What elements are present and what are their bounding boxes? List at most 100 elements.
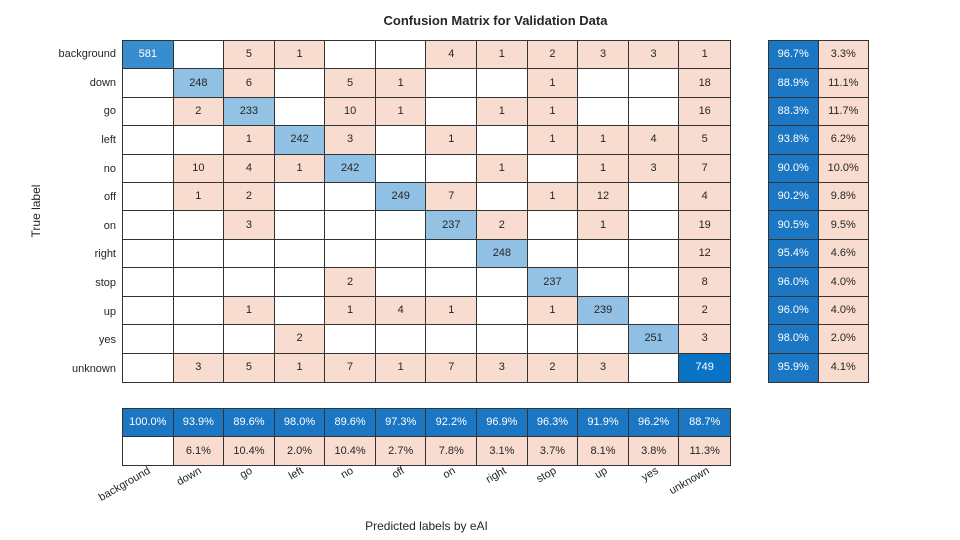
matrix-cell-down-on <box>426 69 478 98</box>
matrix-cell-go-off: 1 <box>375 97 427 127</box>
matrix-cell-on-go: 3 <box>224 211 275 240</box>
matrix-cell-on-on: 237 <box>426 211 478 240</box>
matrix-cell-off-on: 7 <box>426 183 478 212</box>
matrix-cell-down-right <box>477 69 528 98</box>
matrix-cell-down-down: 248 <box>173 69 225 98</box>
matrix-cell-up-up: 239 <box>578 296 629 326</box>
matrix-cell-unknown-go: 5 <box>224 353 275 382</box>
y-tick-off: off <box>103 191 116 204</box>
column-summary-correct-go: 89.6% <box>224 409 275 437</box>
matrix-cell-up-stop: 1 <box>527 296 579 326</box>
matrix-cell-left-stop: 1 <box>527 126 579 155</box>
matrix-cell-right-left <box>274 239 326 269</box>
row-summary-correct-down: 88.9% <box>769 69 819 98</box>
matrix-cell-up-right <box>477 296 528 326</box>
matrix-cell-left-up: 1 <box>578 126 629 155</box>
matrix-cell-up-unknown: 2 <box>679 296 730 326</box>
matrix-cell-off-down: 1 <box>173 183 225 212</box>
row-summary-incorrect-down: 11.1% <box>818 69 868 98</box>
matrix-cell-unknown-unknown: 749 <box>679 353 730 382</box>
column-summary-incorrect-right: 3.1% <box>477 437 528 465</box>
matrix-cell-stop-on <box>426 268 478 297</box>
matrix-cell-down-no: 5 <box>325 69 376 98</box>
matrix-cell-unknown-left: 1 <box>274 353 326 382</box>
matrix-cell-down-background <box>123 69 174 98</box>
column-summary-correct-down: 93.9% <box>173 409 225 437</box>
matrix-cell-background-left: 1 <box>274 41 326 70</box>
matrix-cell-no-off <box>375 154 427 184</box>
matrix-cell-right-right: 248 <box>477 239 528 269</box>
matrix-cell-off-go: 2 <box>224 183 275 212</box>
matrix-cell-yes-background <box>123 325 174 354</box>
matrix-cell-off-no <box>325 183 376 212</box>
matrix-cell-up-down <box>173 296 225 326</box>
column-summary-incorrect-on: 7.8% <box>426 437 478 465</box>
matrix-cell-off-left <box>274 183 326 212</box>
matrix-cell-off-off: 249 <box>375 183 427 212</box>
column-summary-correct-background: 100.0% <box>123 409 174 437</box>
row-summary-incorrect-off: 9.8% <box>818 183 868 212</box>
matrix-cell-stop-right <box>477 268 528 297</box>
matrix-cell-up-go: 1 <box>224 296 275 326</box>
matrix-cell-on-no <box>325 211 376 240</box>
matrix-cell-down-go: 6 <box>224 69 275 98</box>
matrix-cell-go-left <box>274 97 326 127</box>
column-summary-incorrect-no: 10.4% <box>325 437 376 465</box>
y-tick-no: no <box>103 162 116 175</box>
matrix-cell-background-yes: 3 <box>628 41 680 70</box>
column-summary-incorrect-yes: 3.8% <box>628 437 680 465</box>
matrix-cell-no-yes: 3 <box>628 154 680 184</box>
matrix-cell-up-no: 1 <box>325 296 376 326</box>
matrix-cell-up-background <box>123 296 174 326</box>
matrix-cell-no-no: 242 <box>325 154 376 184</box>
matrix-cell-off-up: 12 <box>578 183 629 212</box>
matrix-cell-stop-yes <box>628 268 680 297</box>
matrix-cell-unknown-on: 7 <box>426 353 478 382</box>
matrix-cell-no-right: 1 <box>477 154 528 184</box>
matrix-cell-on-up: 1 <box>578 211 629 240</box>
row-summary-correct-background: 96.7% <box>769 41 819 70</box>
column-summary-incorrect-left: 2.0% <box>274 437 326 465</box>
matrix-cell-go-unknown: 16 <box>679 97 730 127</box>
matrix-cell-down-left <box>274 69 326 98</box>
row-summary-incorrect-on: 9.5% <box>818 211 868 240</box>
row-summary-correct-right: 95.4% <box>769 239 819 269</box>
row-summary-incorrect-left: 6.2% <box>818 126 868 155</box>
matrix-cell-off-yes <box>628 183 680 212</box>
column-summary-incorrect-stop: 3.7% <box>527 437 579 465</box>
row-summary-correct-off: 90.2% <box>769 183 819 212</box>
y-tick-go: go <box>103 105 116 118</box>
row-summary-incorrect-unknown: 4.1% <box>818 353 868 382</box>
matrix-cell-yes-up <box>578 325 629 354</box>
row-summary-correct-up: 96.0% <box>769 296 819 326</box>
matrix-cell-background-right: 1 <box>477 41 528 70</box>
matrix-cell-stop-left <box>274 268 326 297</box>
column-summary-correct-right: 96.9% <box>477 409 528 437</box>
matrix-cell-left-on: 1 <box>426 126 478 155</box>
column-summary-correct-off: 97.3% <box>375 409 427 437</box>
row-summary-incorrect-no: 10.0% <box>818 154 868 184</box>
matrix-cell-yes-left: 2 <box>274 325 326 354</box>
matrix-cell-no-stop <box>527 154 579 184</box>
matrix-cell-right-background <box>123 239 174 269</box>
column-summary-correct-unknown: 88.7% <box>679 409 730 437</box>
matrix-cell-background-down <box>173 41 225 70</box>
matrix-cell-off-background <box>123 183 174 212</box>
row-summary-correct-no: 90.0% <box>769 154 819 184</box>
matrix-cell-unknown-off: 1 <box>375 353 427 382</box>
matrix-cell-go-right: 1 <box>477 97 528 127</box>
matrix-cell-stop-up <box>578 268 629 297</box>
row-summary-incorrect-go: 11.7% <box>818 97 868 127</box>
matrix-cell-left-down <box>173 126 225 155</box>
matrix-cell-left-unknown: 5 <box>679 126 730 155</box>
row-summary-correct-left: 93.8% <box>769 126 819 155</box>
matrix-cell-right-go <box>224 239 275 269</box>
column-summary-incorrect-go: 10.4% <box>224 437 275 465</box>
matrix-cell-stop-unknown: 8 <box>679 268 730 297</box>
confusion-matrix-grid: 581 5 1 4 1 2 3 3 1 248 6 5 1 1 18 2 233 10 1 1 1 16 1 242 3 1 1 1 4… <box>122 40 731 383</box>
matrix-cell-stop-off <box>375 268 427 297</box>
matrix-cell-unknown-stop: 2 <box>527 353 579 382</box>
matrix-cell-no-down: 10 <box>173 154 225 184</box>
matrix-cell-down-unknown: 18 <box>679 69 730 98</box>
matrix-cell-right-on <box>426 239 478 269</box>
